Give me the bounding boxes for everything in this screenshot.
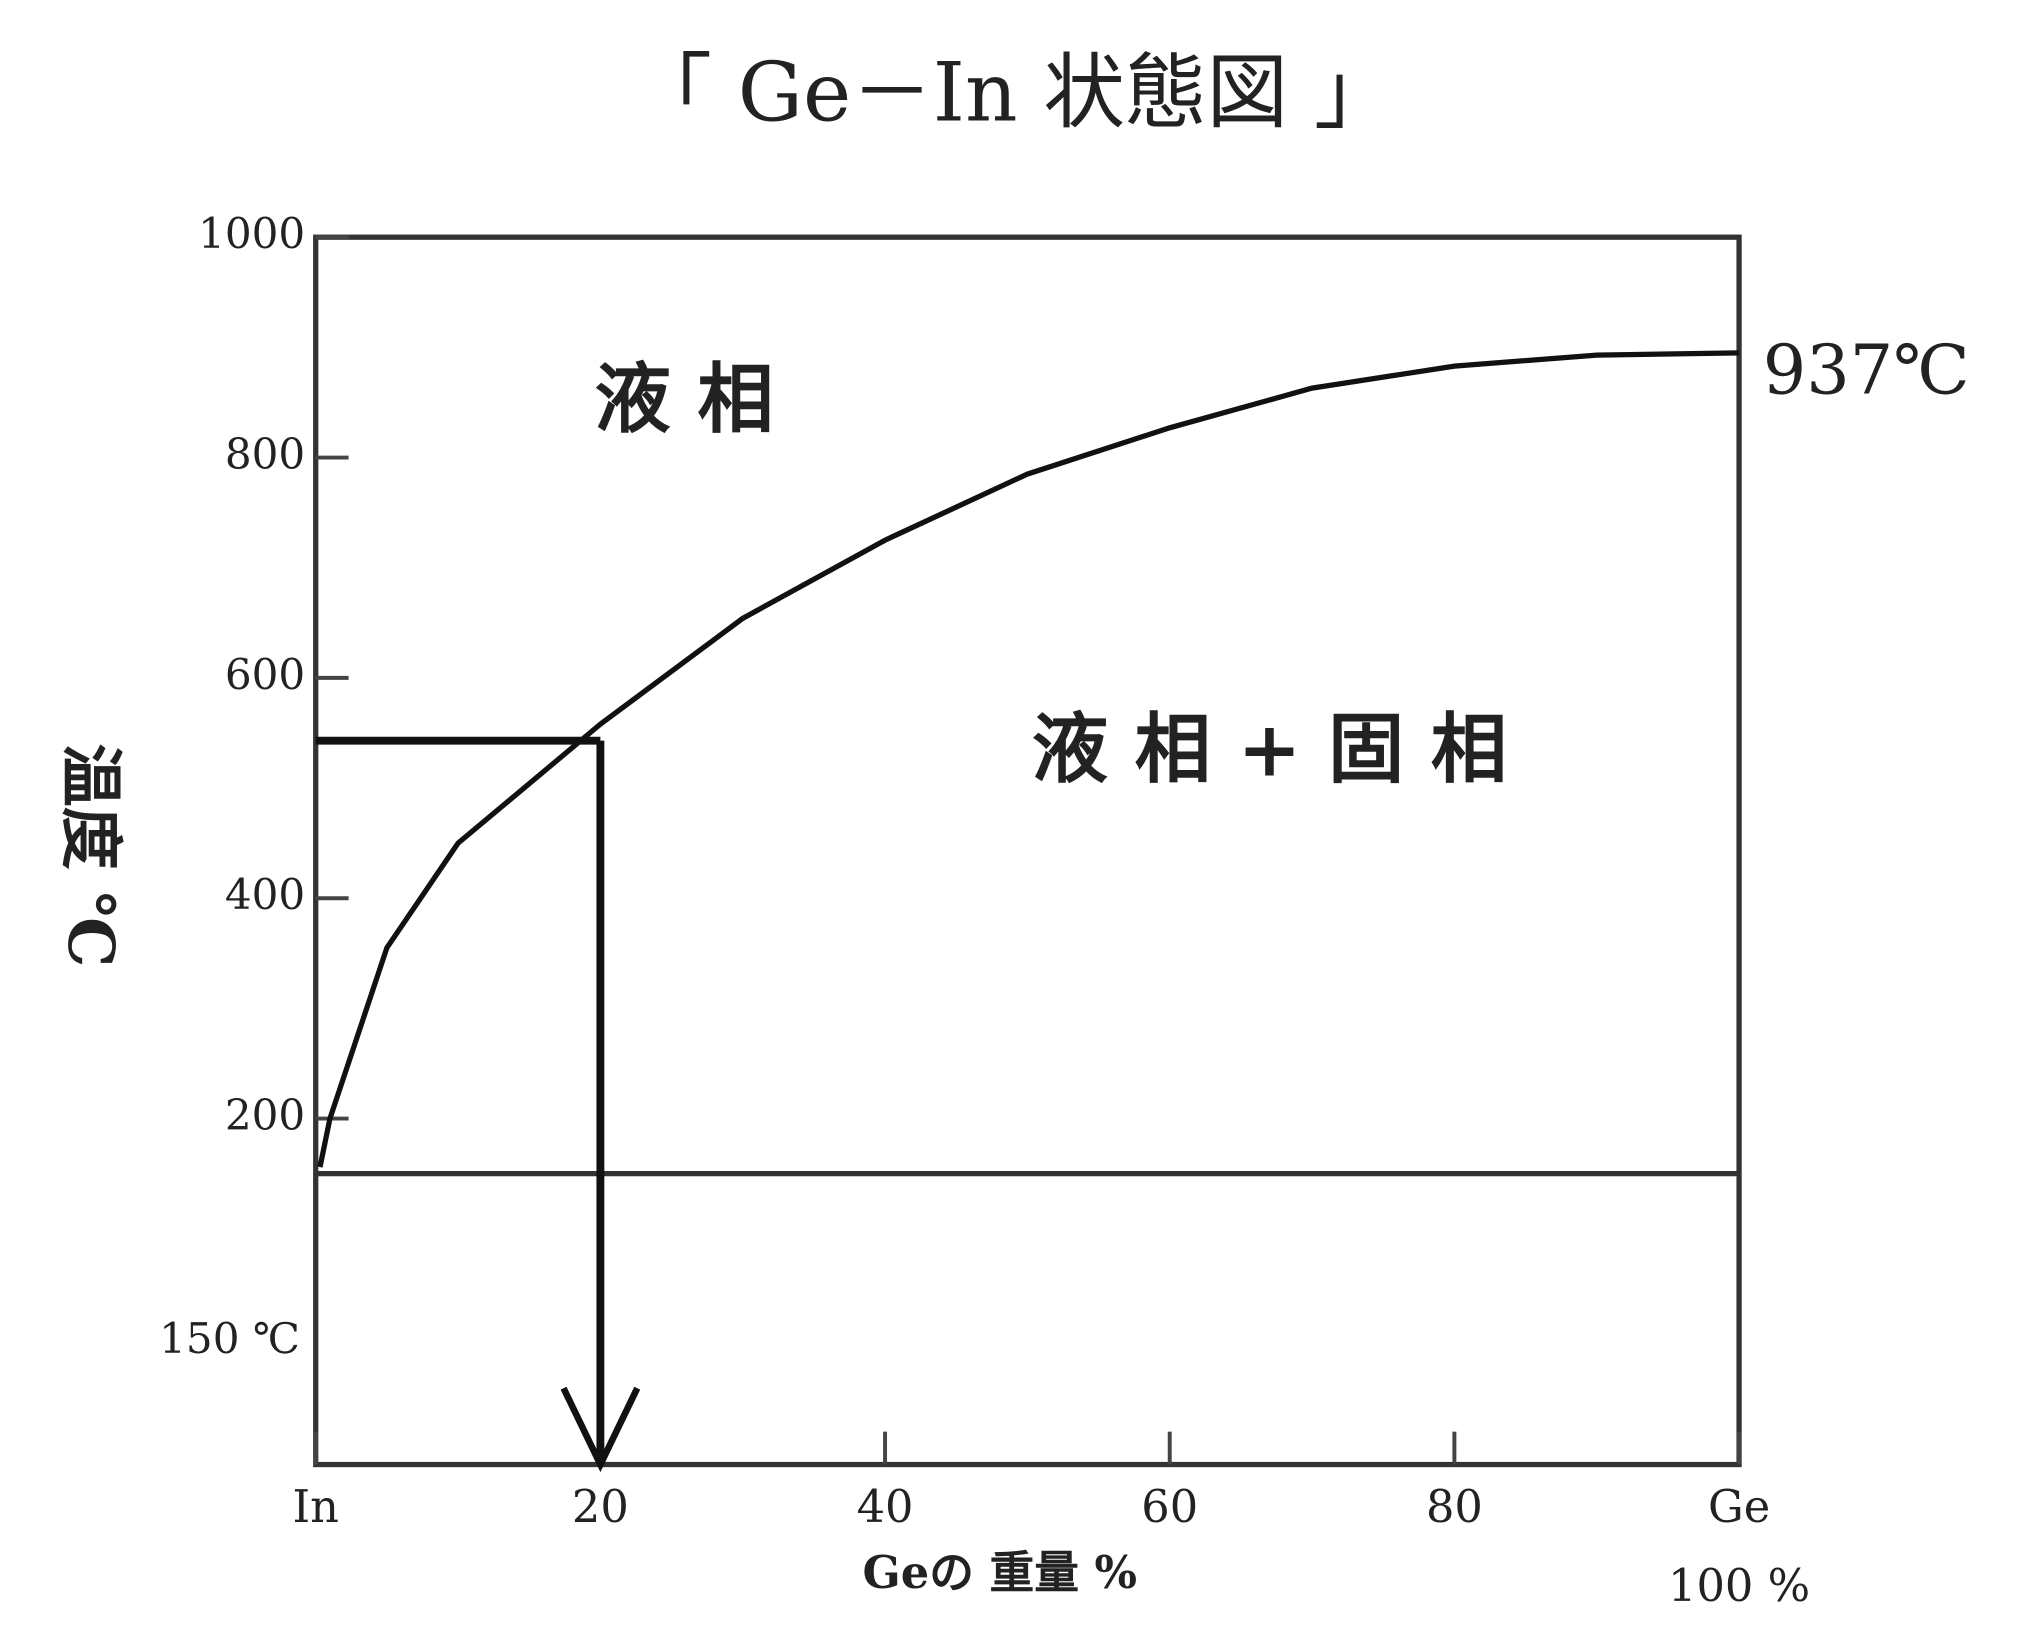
y-tick-label: 400 xyxy=(225,870,305,919)
liquidus-line xyxy=(317,350,1740,1168)
chart-title: 「 Ge－In 状態図 」 xyxy=(630,46,1395,141)
x-tick-label: 80 xyxy=(1426,1480,1483,1533)
x-end-label: 100 % xyxy=(1668,1559,1810,1612)
end-annotation: 937℃ xyxy=(1763,331,1970,410)
y-axis-label: 温度 ℃ xyxy=(54,744,128,968)
x-axis-label: Geの 重量 % xyxy=(863,1546,1137,1599)
x-tick-label: 20 xyxy=(572,1480,629,1533)
y-tick-label: 600 xyxy=(225,650,305,699)
y-tick-label: 1000 xyxy=(198,209,305,258)
x-tick-label: 40 xyxy=(857,1480,914,1533)
x-tick-label: 60 xyxy=(1141,1480,1198,1533)
region-label: 液 相 + 固 相 xyxy=(1032,703,1507,793)
plot-frame xyxy=(313,234,1742,1468)
region-label: 液 相 xyxy=(594,354,773,444)
y-tick-label: 200 xyxy=(225,1091,305,1140)
arrow-head xyxy=(560,1386,641,1473)
x-tick-label: In xyxy=(292,1480,338,1533)
y-tick-label: 800 xyxy=(225,430,305,479)
x-tick-label: Ge xyxy=(1708,1480,1770,1533)
eutectic-label: 150 ℃ xyxy=(159,1314,300,1363)
